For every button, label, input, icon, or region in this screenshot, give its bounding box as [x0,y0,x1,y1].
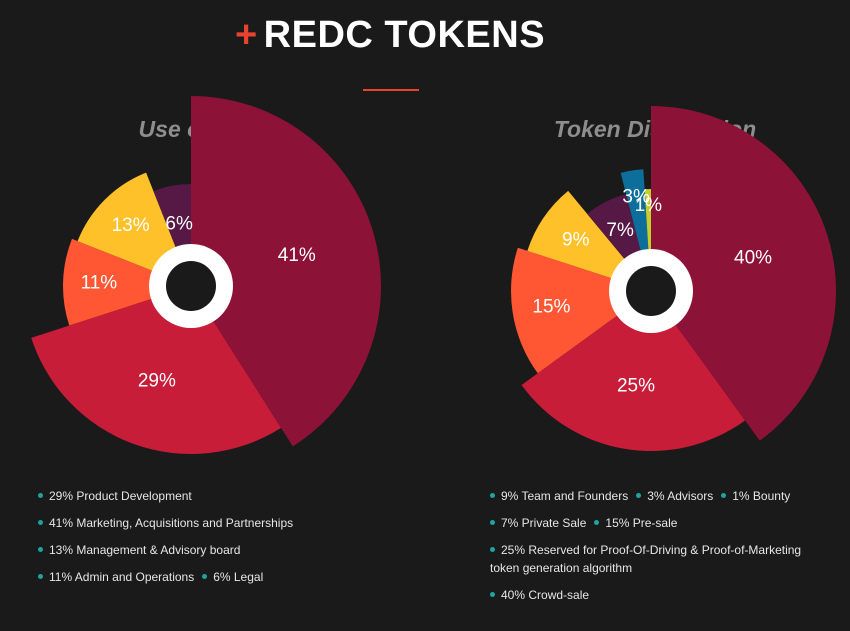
legend-item: 40% Crowd-sale [490,588,589,602]
pie-slice-29 [31,286,282,454]
legend-dot-icon [38,547,43,553]
legend-label: 3% Advisors [647,489,714,503]
legend-row: 11% Admin and Operations 6% Legal [38,564,418,591]
legend-label: 1% Bounty [732,489,791,503]
legend-dot-icon [38,493,43,499]
legend-label: 13% Management & Advisory board [49,543,241,557]
legend-item: 15% Pre-sale [594,516,677,530]
token-distribution-legend: 9% Team and Founders 3% Advisors 1% Bounty… [490,483,820,609]
legend-row: 41% Marketing, Acquisitions and Partners… [38,510,418,537]
pie-slice-25 [521,291,746,452]
legend-label: 41% Marketing, Acquisitions and Partners… [49,516,294,530]
legend-dot-icon [490,493,495,499]
slice-label-1: 1% [635,195,663,216]
legend-dot-icon [721,493,727,499]
legend-label: 11% Admin and Operations [49,570,195,584]
legend-row: 25% Reserved for Proof-Of-Driving & Proo… [490,537,820,582]
use-of-fund-legend: 29% Product Development 41% Marketing, Ac… [38,483,418,591]
plus-icon: + [234,14,258,56]
legend-item: 6% Legal [202,570,263,584]
legend-dot-icon [490,592,495,598]
legend-item: 29% Product Development [38,489,192,503]
legend-label: 25% Reserved for Proof-Of-Driving & Proo… [490,543,802,575]
slice-label-29: 29% [138,370,176,391]
legend-item: 13% Management & Advisory board [38,543,240,557]
legend-label: 40% Crowd-sale [501,588,590,602]
donut-hole [166,261,216,311]
slice-label-3: 3% [622,187,650,208]
legend-dot-icon [202,574,208,580]
legend-dot-icon [38,520,43,526]
slice-label-11: 11% [81,273,118,294]
legend-row: 29% Product Development [38,483,418,510]
legend-row: 40% Crowd-sale [490,582,820,609]
legend-item: 3% Advisors [636,489,713,503]
pie-slice-15 [511,247,651,374]
legend-dot-icon [38,574,43,580]
slice-label-25: 25% [617,375,655,396]
page-title-text: REDC TOKENS [263,14,546,56]
legend-dot-icon [490,547,495,553]
legend-item: 11% Admin and Operations [38,570,194,584]
legend-label: 15% Pre-sale [605,516,678,530]
legend-item: 1% Bounty [721,489,790,503]
legend-label: 29% Product Development [49,489,192,503]
legend-row: 13% Management & Advisory board [38,537,418,564]
legend-label: 9% Team and Founders [501,489,629,503]
slice-label-13: 13% [112,215,150,236]
pie-slice-40 [651,106,836,441]
slice-label-7: 7% [606,220,634,241]
legend-row: 7% Private Sale 15% Pre-sale [490,510,820,537]
page-title: + REDC TOKENS [0,14,780,57]
donut-hole [626,266,676,316]
legend-item: 41% Marketing, Acquisitions and Partners… [38,516,293,530]
pie-slice-41 [191,96,382,447]
slice-label-40: 40% [734,247,772,268]
slice-label-9: 9% [562,229,590,250]
legend-dot-icon [636,493,642,499]
legend-label: 7% Private Sale [501,516,587,530]
legend-row: 9% Team and Founders 3% Advisors 1% Bounty [490,483,820,510]
legend-item: 9% Team and Founders [490,489,628,503]
slice-label-15: 15% [532,296,570,317]
legend-item: 25% Reserved for Proof-Of-Driving & Proo… [490,543,801,575]
pie-slice-11 [63,238,191,326]
slice-label-6: 6% [165,213,193,234]
legend-dot-icon [594,520,600,526]
legend-item: 7% Private Sale [490,516,586,530]
legend-label: 6% Legal [213,570,264,584]
title-underline [363,89,419,91]
legend-dot-icon [490,520,495,526]
slice-label-41: 41% [278,245,316,266]
